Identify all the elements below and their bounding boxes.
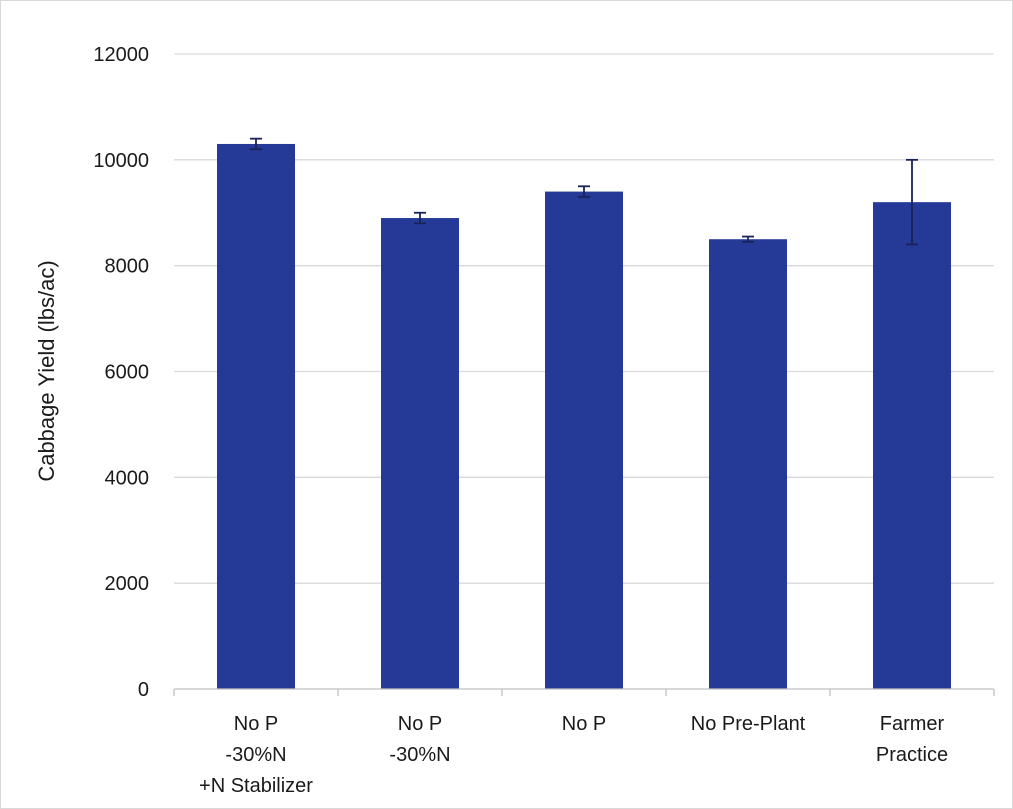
error-bar bbox=[906, 158, 918, 246]
bar bbox=[217, 143, 295, 690]
y-tick-label: 8000 bbox=[105, 256, 150, 278]
x-axis bbox=[173, 688, 995, 696]
bars bbox=[217, 143, 951, 690]
x-category-label: No Pre-Plant bbox=[691, 713, 806, 735]
x-category-labels: No P -30%N +N Stabilizer No P -30%N No P No Pr… bbox=[199, 713, 948, 797]
x-category-label: +N Stabilizer bbox=[199, 775, 313, 797]
y-tick-label: 0 bbox=[138, 679, 149, 701]
bar bbox=[709, 239, 787, 690]
bar bbox=[381, 218, 459, 689]
error-bars bbox=[250, 137, 918, 246]
x-category-label: No P bbox=[234, 713, 278, 735]
x-category-label: Practice bbox=[876, 744, 948, 766]
x-category-label: -30%N bbox=[389, 744, 450, 766]
y-tick-labels: 0 2000 4000 6000 8000 10000 12000 bbox=[93, 44, 149, 701]
x-category-label: Farmer bbox=[880, 713, 945, 735]
y-tick-label: 6000 bbox=[105, 362, 150, 384]
y-tick-label: 4000 bbox=[105, 467, 150, 489]
bar bbox=[545, 191, 623, 690]
error-bar bbox=[742, 235, 754, 243]
bar bbox=[873, 202, 951, 689]
error-bar bbox=[250, 137, 262, 151]
x-category-label: No P bbox=[562, 713, 606, 735]
y-axis-title: Cabbage Yield (lbs/ac) bbox=[34, 260, 59, 481]
x-category-label: -30%N bbox=[225, 744, 286, 766]
error-bar bbox=[578, 185, 590, 198]
y-tick-label: 12000 bbox=[93, 44, 149, 66]
error-bar bbox=[414, 211, 426, 225]
x-category-label: No P bbox=[398, 713, 442, 735]
y-tick-label: 10000 bbox=[93, 150, 149, 172]
y-tick-label: 2000 bbox=[105, 573, 150, 595]
